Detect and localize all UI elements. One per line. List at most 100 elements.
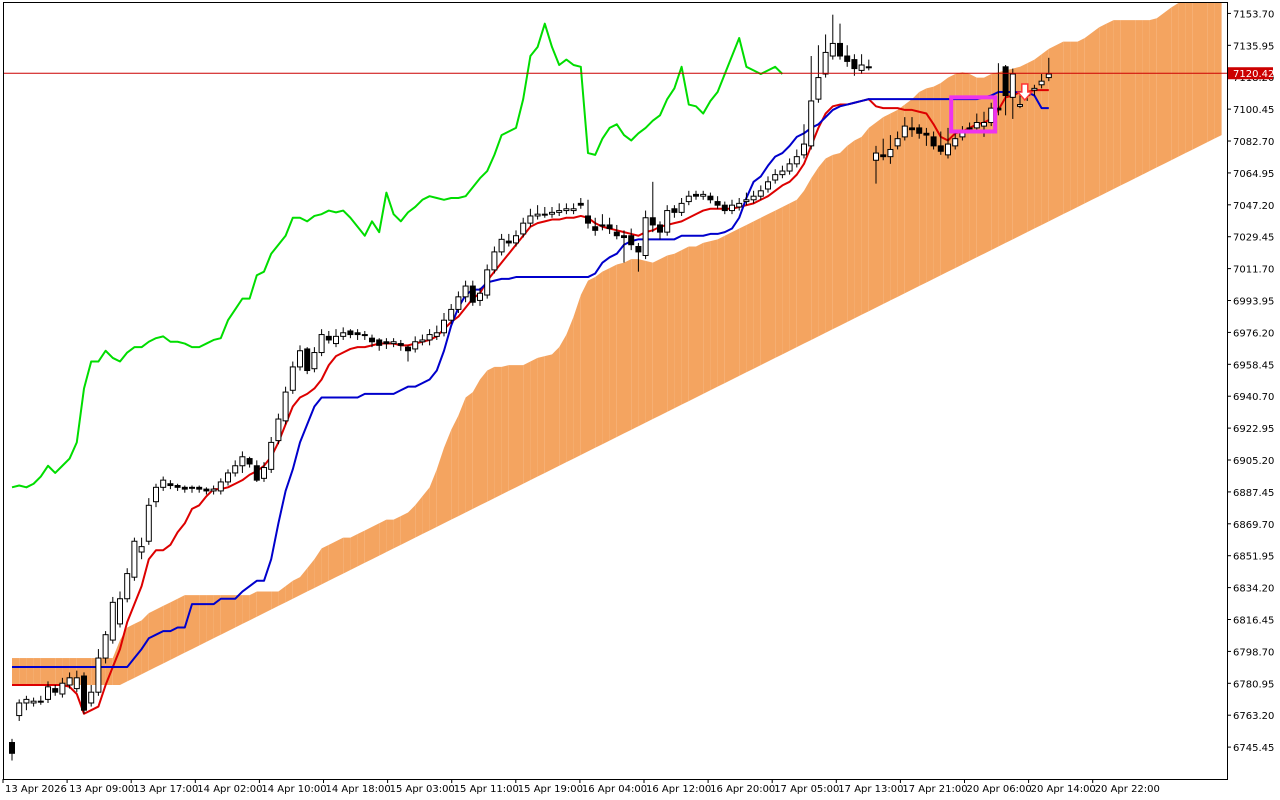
y-tick-label: 6851.95 xyxy=(1233,552,1274,563)
candle-body-bullish xyxy=(685,195,692,203)
candle-body-bearish xyxy=(383,341,390,345)
cloud-segment xyxy=(364,526,372,563)
y-tick-label: 7135.95 xyxy=(1233,41,1274,52)
cloud-segment xyxy=(415,496,423,538)
cloud-segment xyxy=(292,577,300,599)
y-tick-label: 6887.45 xyxy=(1233,488,1274,499)
cloud-segment xyxy=(1048,45,1056,222)
candle-body-bullish xyxy=(412,341,419,350)
candle-body-bullish xyxy=(225,472,231,483)
candle-body-bullish xyxy=(131,540,138,578)
cloud-segment xyxy=(1034,54,1042,229)
cloud-segment xyxy=(1070,41,1078,211)
candle-body-bearish xyxy=(469,285,476,303)
cloud-segment xyxy=(192,595,200,650)
y-tick-label: 6763.20 xyxy=(1233,711,1274,722)
cloud-segment xyxy=(372,523,380,560)
y-tick-label: 7047.20 xyxy=(1233,201,1274,212)
cloud-segment xyxy=(235,595,243,628)
current-price-marker: 7120.42 xyxy=(4,67,1274,80)
candle-body-bullish xyxy=(340,332,347,337)
candle-body-bullish xyxy=(30,700,37,704)
candle-body-bullish xyxy=(887,148,894,158)
candle-body-bullish xyxy=(361,334,368,337)
cloud-segment xyxy=(48,658,56,686)
y-tick-label: 7100.45 xyxy=(1233,105,1274,116)
y-tick-label: 7011.70 xyxy=(1233,265,1274,276)
cloud-segment xyxy=(148,609,156,671)
cloud-segment xyxy=(516,365,524,488)
cloud-segment xyxy=(616,262,624,438)
candle-body-bullish xyxy=(333,335,339,345)
candle-body-bullish xyxy=(1031,87,1038,91)
cloud-segment xyxy=(724,232,732,384)
x-tick-label: 15 Apr 11:00 xyxy=(454,784,519,795)
x-tick-label: 13 Apr 09:00 xyxy=(69,784,134,795)
cloud-segment xyxy=(940,77,948,276)
cloud-segment xyxy=(1113,20,1121,190)
cloud-segment xyxy=(501,365,509,495)
candle-body-bullish xyxy=(109,601,116,641)
y-tick-label: 6780.95 xyxy=(1233,679,1274,690)
candle-body-bullish xyxy=(426,334,433,341)
candle-body-bullish xyxy=(865,66,872,69)
cloud-segment xyxy=(1128,20,1136,182)
cloud-segment xyxy=(314,548,322,588)
candle-body-bullish xyxy=(793,156,800,165)
cloud-segment xyxy=(854,136,862,319)
cloud-segment xyxy=(624,259,632,434)
x-tick-label: 16 Apr 04:00 xyxy=(582,784,647,795)
cloud-segment xyxy=(753,217,761,369)
candle-body-bullish xyxy=(757,190,764,197)
candle-body-bearish xyxy=(721,204,728,212)
cloud-segment xyxy=(717,235,725,387)
candle-body-bullish xyxy=(570,208,577,212)
cloud-segment xyxy=(984,73,992,254)
cloud-segment xyxy=(12,658,20,686)
cloud-segment xyxy=(1192,3,1200,150)
x-tick-label: 17 Apr 13:00 xyxy=(838,784,903,795)
x-tick-label: 20 Apr 22:00 xyxy=(1095,784,1160,795)
cloud-segment xyxy=(609,264,617,441)
cloud-segment xyxy=(804,178,812,344)
candle-body-bearish xyxy=(916,127,923,134)
candle-body-bullish xyxy=(73,677,80,690)
cloud-segment xyxy=(732,228,740,380)
ichimoku-cloud xyxy=(12,3,1222,686)
cloud-segment xyxy=(904,99,912,294)
cloud-segment xyxy=(465,392,473,513)
current-price-label: 7120.42 xyxy=(1233,69,1274,80)
candle-body-bearish xyxy=(693,193,699,197)
cloud-segment xyxy=(631,259,639,430)
x-tick-label: 17 Apr 21:00 xyxy=(902,784,967,795)
y-axis: 7153.707135.957118.207100.457082.707064.… xyxy=(1227,9,1274,754)
candle-body-bearish xyxy=(354,332,361,336)
y-tick-label: 6922.95 xyxy=(1233,424,1274,435)
candle-body-bullish xyxy=(801,143,807,156)
candle-body-bullish xyxy=(952,138,959,147)
cloud-segment xyxy=(451,415,459,520)
cloud-segment xyxy=(681,246,689,405)
candle-body-bullish xyxy=(815,77,822,100)
cloud-segment xyxy=(537,356,545,477)
candle-body-bullish xyxy=(88,691,95,704)
candle-body-bullish xyxy=(390,341,397,345)
cloud-segment xyxy=(300,568,308,596)
candle-body-bullish xyxy=(232,465,239,474)
cloud-segment xyxy=(602,268,610,445)
cloud-segment xyxy=(256,591,264,617)
cloud-segment xyxy=(242,595,250,624)
cloud-segment xyxy=(336,537,344,578)
candle-body-bullish xyxy=(37,700,44,703)
cloud-segment xyxy=(379,519,387,556)
candle-body-bullish xyxy=(124,573,131,600)
candle-body-bullish xyxy=(1038,80,1045,86)
candle-body-bullish xyxy=(563,208,570,212)
candle-body-bullish xyxy=(945,143,951,156)
cloud-segment xyxy=(26,658,34,686)
y-tick-label: 7064.95 xyxy=(1233,169,1274,180)
y-tick-label: 6993.95 xyxy=(1233,297,1274,308)
x-tick-label: 14 Apr 10:00 xyxy=(261,784,326,795)
cloud-segment xyxy=(832,153,840,330)
